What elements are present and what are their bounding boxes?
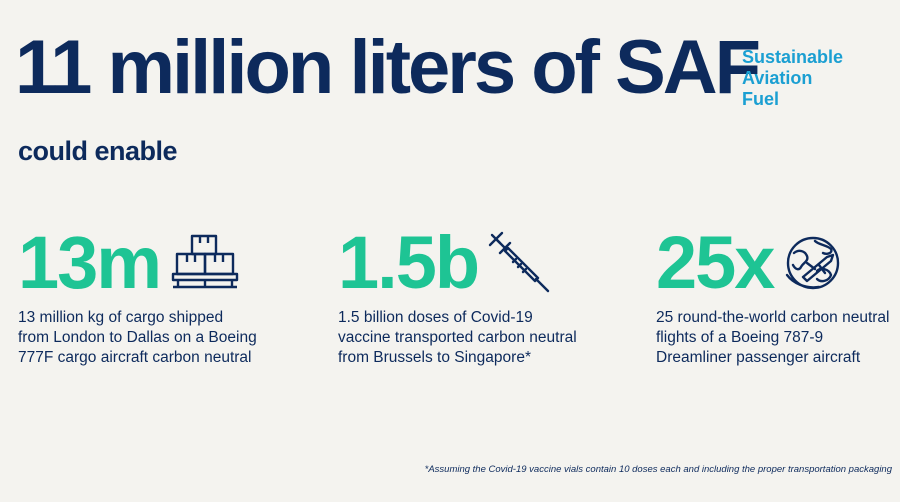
stat-cargo-header: 13m	[18, 222, 278, 304]
stat-vaccine-description: 1.5 billion doses of Covid-19 vaccine tr…	[338, 309, 577, 366]
stat-cargo-description: 13 million kg of cargo shipped from Lond…	[18, 309, 257, 366]
saf-label-line-1: Sustainable	[742, 47, 844, 67]
saf-label-line-2: Aviation	[742, 68, 813, 88]
saf-label-line-3: Fuel	[742, 89, 780, 109]
syringe-icon	[488, 231, 552, 295]
stat-flights-header: 25x	[656, 222, 900, 304]
stat-vaccine-header: 1.5b	[338, 222, 598, 304]
stat-cargo-number: 13m	[18, 221, 162, 304]
stat-flights-number: 25x	[656, 221, 775, 304]
subheadline: could enable	[18, 136, 178, 166]
globe-airplane-icon	[783, 233, 843, 293]
footnote: *Assuming the Covid-19 vaccine vials con…	[424, 464, 892, 475]
stat-flights: 25x 25 round-the-world carbon neutral fl…	[656, 222, 900, 368]
stat-vaccine: 1.5b 1.5 billion doses of Covid-19 vacci…	[338, 222, 598, 368]
stat-vaccine-number: 1.5b	[338, 221, 480, 304]
cargo-boxes-icon	[170, 232, 240, 294]
stat-cargo: 13m 13 million kg of cargo shipped from …	[18, 222, 278, 368]
saf-label: Sustainable Aviation Fuel	[742, 47, 843, 110]
headline: 11 million liters of SAF	[15, 25, 761, 110]
stat-flights-description: 25 round-the-world carbon neutral flight…	[656, 309, 890, 366]
